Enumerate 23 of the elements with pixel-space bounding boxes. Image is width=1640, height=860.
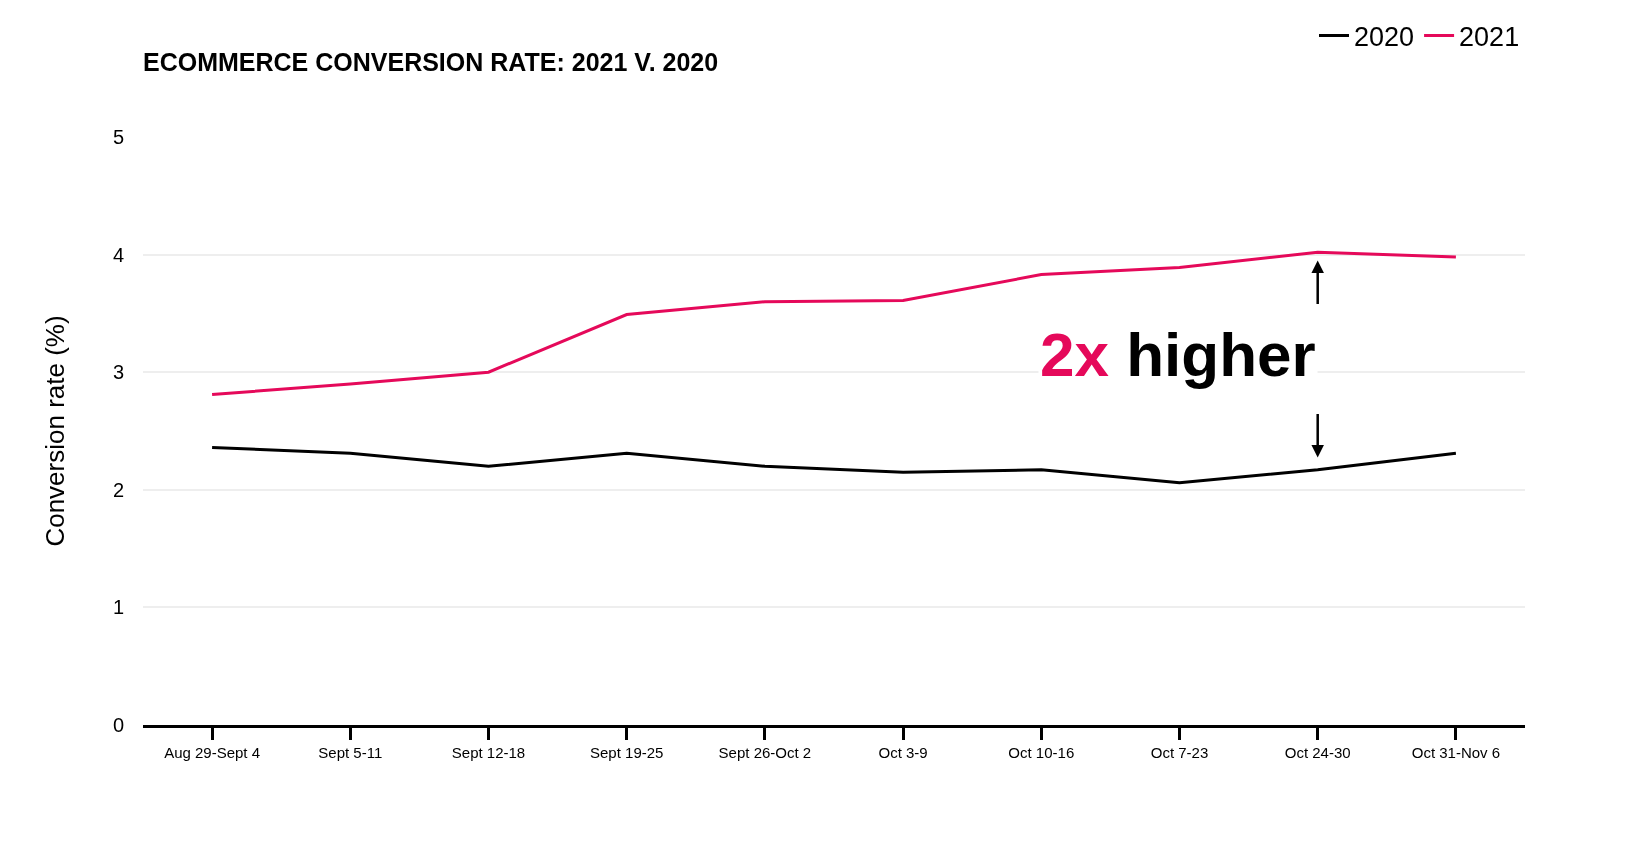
y-tick-label: 3 [112,361,124,384]
line-series [210,445,1458,485]
x-tick-label: Oct 24-30 [1284,744,1351,761]
line-series [210,250,1458,397]
x-tick-label: Oct 31-Nov 6 [1411,744,1501,761]
y-axis-title: Conversion rate (%) [40,315,71,547]
x-tick-label: Sept 12-18 [451,744,526,761]
legend-label: 2021 [1459,22,1520,53]
x-tick-label: Sept 5-11 [318,744,383,761]
y-tick-label: 1 [112,596,124,619]
y-tick-label: 4 [112,243,124,266]
x-tick-label: Oct 7-23 [1150,744,1209,761]
chart-title: ECOMMERCE CONVERSION RATE: 2021 V. 2020 [143,47,719,76]
annotation: 2x higher [1040,320,1316,389]
y-tick-label: 2 [112,478,124,501]
x-tick-label: Sept 19-25 [590,744,664,761]
x-tick-label: Oct 3-9 [878,744,928,761]
y-tick-label: 0 [112,714,124,736]
x-tick-label: Oct 10-16 [1008,744,1075,761]
x-tick-label: Sept 26-Oct 2 [718,744,812,761]
x-tick-label: Aug 29-Sept 4 [164,744,261,761]
legend-label: 2020 [1354,22,1415,53]
y-tick-label: 5 [112,126,124,148]
